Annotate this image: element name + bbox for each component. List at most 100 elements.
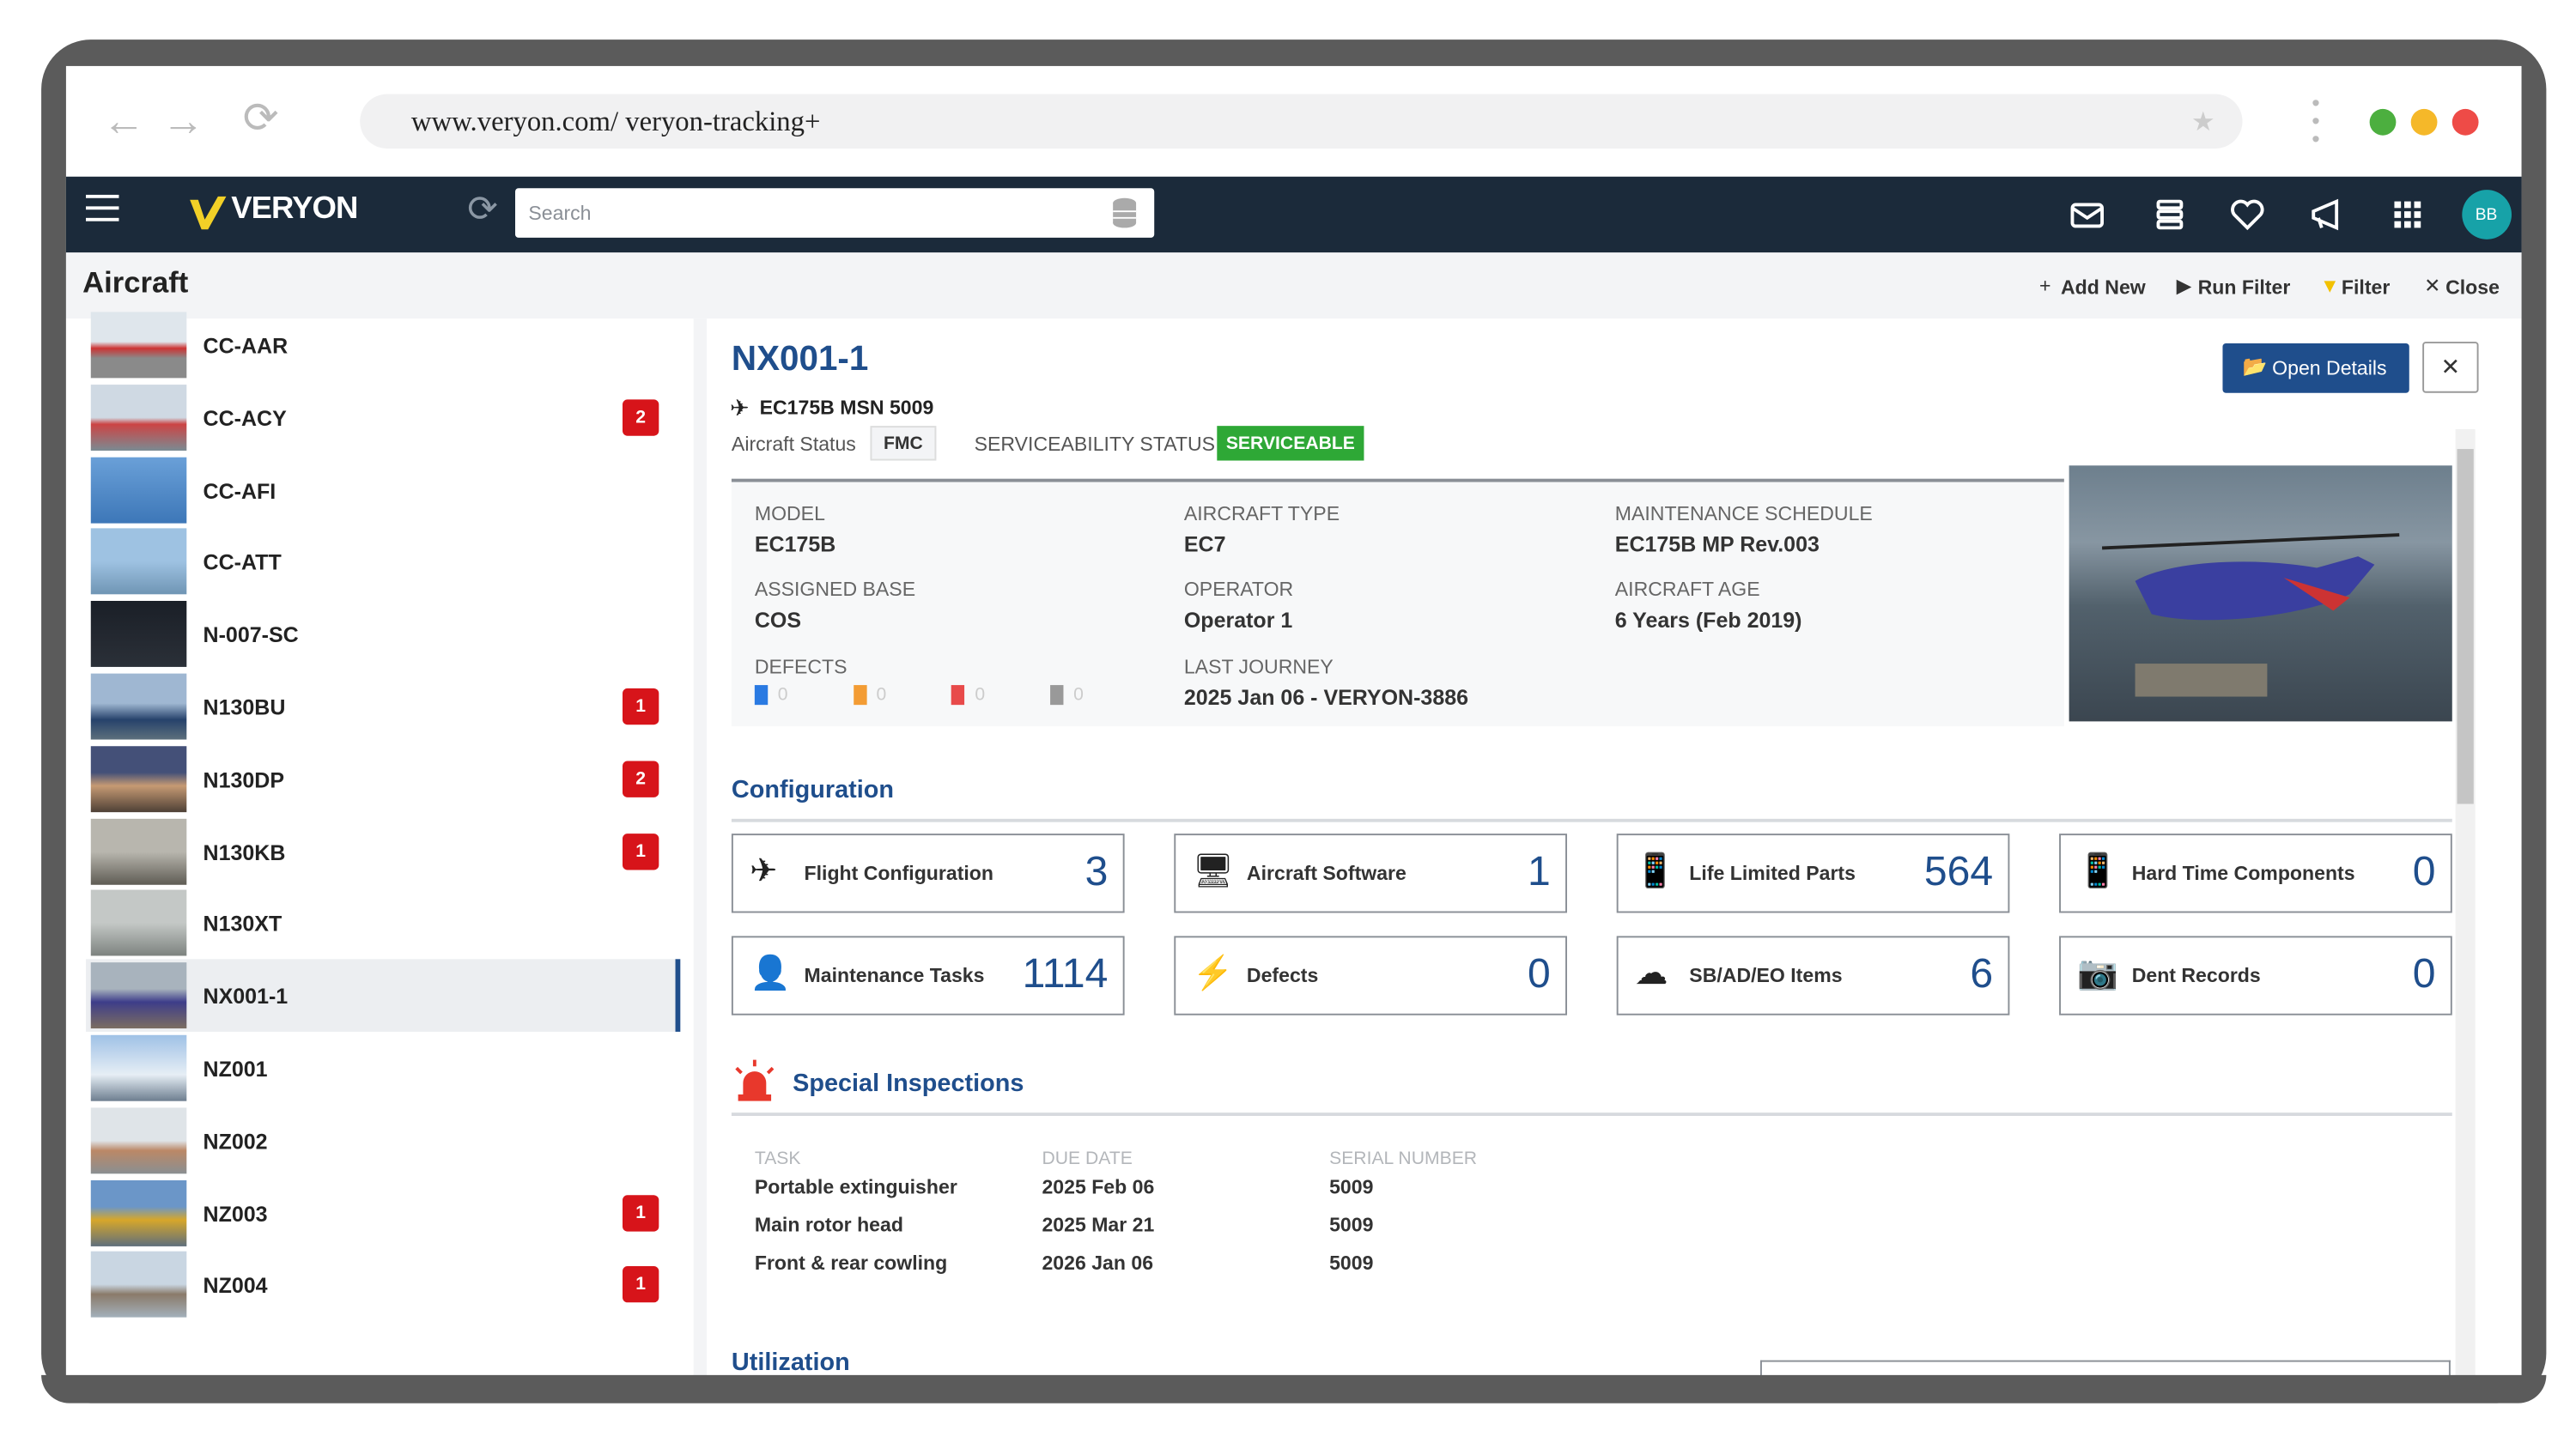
back-button[interactable]: ←: [102, 95, 146, 146]
open-details-label[interactable]: Open Details: [2272, 356, 2387, 380]
config-tile[interactable]: [1616, 834, 2010, 913]
badge: [623, 761, 659, 797]
aircraft-thumbnail[interactable]: [90, 890, 187, 957]
aircraft-thumbnail[interactable]: [90, 673, 187, 740]
aircraft-tail[interactable]: N-007-SC: [203, 622, 299, 648]
aircraft-thumbnail[interactable]: [90, 1252, 187, 1319]
frame-bottom: [41, 1374, 2547, 1403]
aircraft-thumbnail[interactable]: [90, 1179, 187, 1246]
aircraft-thumbnail[interactable]: [90, 384, 187, 451]
heart-icon[interactable]: [2229, 197, 2265, 233]
field-value: EC175B MP Rev.003: [1614, 531, 1820, 557]
badge-count: 1: [635, 1203, 647, 1223]
status-chip: [870, 426, 937, 461]
defect-swatch: [853, 685, 867, 706]
aircraft-thumbnail[interactable]: [90, 312, 187, 379]
announce-icon[interactable]: [2308, 197, 2344, 233]
detail-subtitle: EC175B MSN 5009: [759, 396, 934, 420]
tile-label: Dent Records: [2131, 964, 2261, 988]
tile-value: 3: [1084, 848, 1109, 895]
aircraft-thumbnail[interactable]: [90, 529, 187, 596]
hamburger[interactable]: [86, 194, 119, 221]
url-bar[interactable]: [360, 94, 2243, 149]
search-box[interactable]: [515, 188, 1155, 238]
aircraft-tail[interactable]: N130XT: [203, 912, 283, 937]
badge-count: 1: [635, 1275, 647, 1295]
defects-label: DEFECTS: [754, 655, 848, 679]
column-header: TASK: [754, 1149, 801, 1169]
reload-button[interactable]: ⟳: [242, 92, 279, 142]
config-tile[interactable]: [731, 834, 1125, 913]
aircraft-thumbnail[interactable]: [90, 745, 187, 812]
window-dot: [2410, 108, 2438, 136]
config-tile[interactable]: [2059, 834, 2452, 913]
brand: VERYON: [231, 191, 358, 227]
utilization-box: [1760, 1360, 2451, 1380]
tile-value: 564: [1923, 848, 1994, 895]
toolbar-action[interactable]: Close: [2445, 276, 2500, 300]
field-value: Operator 1: [1183, 607, 1293, 633]
config-tile[interactable]: [731, 936, 1125, 1015]
toolbar-action[interactable]: Run Filter: [2197, 276, 2291, 300]
menu-dots[interactable]: • • •: [2312, 88, 2320, 152]
field-label: MODEL: [754, 501, 825, 525]
section-title: Utilization: [731, 1349, 850, 1377]
aircraft-tail[interactable]: CC-ACY: [203, 405, 287, 431]
tasks-icon[interactable]: [2150, 197, 2186, 233]
defect-count: 0: [1073, 685, 1084, 706]
toolbar-action[interactable]: Add New: [2061, 276, 2146, 300]
tile-icon: 📱: [1634, 853, 1676, 890]
action-icon: ▼: [2319, 274, 2340, 298]
toolbar-action[interactable]: Filter: [2341, 276, 2391, 300]
aircraft-thumbnail[interactable]: [90, 1106, 187, 1173]
aircraft-tail[interactable]: CC-AAR: [203, 333, 289, 359]
mail-icon[interactable]: [2069, 197, 2105, 233]
serviceability: SERVICEABLE: [1225, 433, 1355, 454]
aircraft-thumbnail[interactable]: [90, 962, 187, 1029]
serviceability-label: SERVICEABILITY STATUS: [974, 432, 1216, 456]
aircraft-tail[interactable]: NZ001: [203, 1056, 268, 1082]
aircraft-thumbnail[interactable]: [90, 818, 187, 884]
aircraft-photo: [2069, 465, 2452, 722]
status-label: Aircraft Status: [731, 432, 856, 456]
logo-mark: [186, 193, 229, 233]
aircraft-tail[interactable]: NZ004: [203, 1273, 268, 1299]
tile-icon: 👤: [750, 955, 791, 992]
forward-button[interactable]: →: [161, 95, 205, 146]
open-details-button[interactable]: 📂: [2222, 343, 2409, 393]
serviceability-chip: [1217, 426, 1364, 461]
config-tile[interactable]: [1616, 936, 2010, 1015]
aircraft-tail[interactable]: NZ003: [203, 1201, 268, 1227]
aircraft-thumbnail[interactable]: [90, 1034, 187, 1101]
field-value: 2025 Jan 06 - VERYON-3886: [1183, 685, 1469, 710]
avatar[interactable]: [2462, 190, 2512, 239]
table-cell: 2026 Jan 06: [1042, 1251, 1154, 1275]
config-tile[interactable]: [1174, 834, 1568, 913]
bookmark-star[interactable]: ★: [2190, 108, 2215, 137]
section-rule: [731, 818, 2452, 822]
window-dot: [2369, 108, 2397, 136]
close-button[interactable]: ✕: [2422, 342, 2479, 393]
column-header: DUE DATE: [1042, 1149, 1133, 1169]
aircraft-tail[interactable]: N130DP: [203, 767, 285, 792]
refresh[interactable]: ⟳: [467, 188, 498, 230]
config-tile[interactable]: [2059, 936, 2452, 1015]
config-tile[interactable]: [1174, 936, 1568, 1015]
field-label: MAINTENANCE SCHEDULE: [1614, 501, 1873, 525]
action-icon: ✕: [2424, 274, 2441, 298]
badge-count: 1: [635, 696, 647, 717]
apps-icon[interactable]: [2390, 197, 2426, 233]
section-rule: [731, 1112, 2452, 1117]
aircraft-tail[interactable]: CC-AFI: [203, 477, 276, 503]
aircraft-tail[interactable]: NX001-1: [203, 984, 289, 1009]
aircraft-thumbnail[interactable]: [90, 601, 187, 668]
search-placeholder: Search: [528, 201, 592, 225]
aircraft-tail[interactable]: N130KB: [203, 840, 286, 864]
aircraft-tail[interactable]: N130BU: [203, 694, 286, 720]
aircraft-thumbnail[interactable]: [90, 456, 187, 523]
aircraft-tail[interactable]: CC-ATT: [203, 550, 282, 575]
field-label: AIRCRAFT AGE: [1614, 578, 1760, 602]
aircraft-tail[interactable]: NZ002: [203, 1128, 268, 1154]
toolbar: [65, 252, 2522, 319]
field-label: ASSIGNED BASE: [754, 578, 916, 602]
